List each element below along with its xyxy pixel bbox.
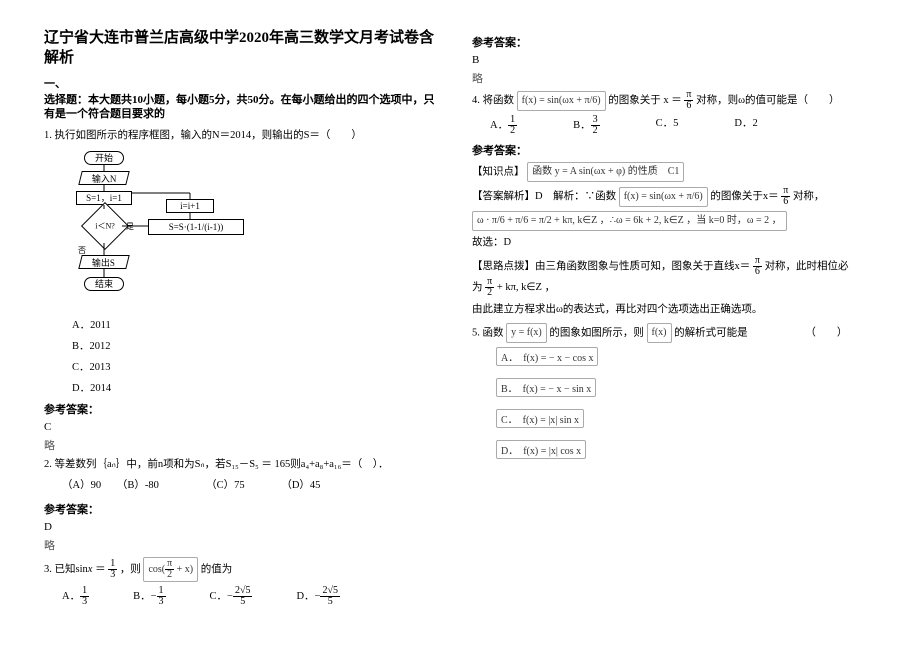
q4-tip-2: 由此建立方程求出ω的表达式，再比对四个选项选出正确选项。 [472, 302, 852, 319]
q4-stem: 4. 将函数 f(x) = sin(ωx + π/6) 的图象关于 x ＝ π6… [472, 90, 852, 111]
flow-output: 输出S [78, 255, 129, 269]
flow-yes: 是 [126, 221, 134, 232]
flow-input: 输入N [78, 171, 129, 185]
q3-answer: B [472, 54, 852, 66]
q4-tip: 【思路点拨】由三角函数图象与性质可知，图象关于直线x＝ π6 对称，此时相位必为… [472, 256, 852, 298]
q4-solution-1: 【答案解析】D 解析：∵函数 f(x) = sin(ωx + π/6) 的图像关… [472, 186, 852, 207]
instructions: 选择题：本大题共10小题，每小题5分，共50分。在每小题给出的四个选项中，只有是… [44, 93, 444, 123]
q3-opt-a: A．13 [62, 586, 89, 607]
q2-options: （A）90 （B）-80 （C）75 （D）45 [44, 478, 444, 495]
q1-note: 略 [44, 437, 444, 453]
q3-opt-d: D．−2√55 [296, 586, 340, 607]
q4-opt-b: B．32 [573, 115, 600, 136]
q5-options: A． f(x) = − x − cos x B． f(x) = − x − si… [472, 347, 852, 459]
q4-fx: f(x) = sin(ωx + π/6) [517, 91, 606, 111]
flowchart: 开始 输入N S=1，i=1 i＜N? 是 否 S=S·(1-1/(i-1)) … [58, 151, 258, 311]
q1-answer-head: 参考答案： [44, 401, 444, 417]
flow-cond: i＜N? [81, 202, 129, 250]
q2-answer: D [44, 521, 444, 533]
q4-answer-head: 参考答案： [472, 142, 852, 158]
q1-opt-d: D．2014 [72, 380, 444, 395]
q4-options: A．12 B．32 C．5 D．2 [472, 115, 852, 136]
q3-stem: 3. 已知sinx ＝ 13 ，则 cos(π2 + x) 的值为 [44, 557, 444, 582]
q5-opt-d: D． f(x) = |x| cos x [496, 440, 852, 459]
q3-note: 略 [472, 70, 852, 86]
q3-answer-head: 参考答案： [472, 34, 852, 50]
doc-title: 辽宁省大连市普兰店高级中学2020年高三数学文月考试卷含解析 [44, 28, 444, 69]
q1-opt-b: B．2012 [72, 338, 444, 353]
q3-opt-b: B．−13 [133, 586, 165, 607]
q5-stem: 5. 函数 y = f(x) 的图象如图所示，则 f(x) 的解析式可能是 （ … [472, 323, 852, 343]
q1-stem: 1. 执行如图所示的程序框图，输入的N＝2014，则输出的S＝（ ） [44, 128, 444, 145]
q1-options: A．2011 B．2012 C．2013 D．2014 [44, 317, 444, 395]
flow-start: 开始 [84, 151, 124, 165]
section-1-label: 一、 [44, 75, 444, 91]
cos-expr: cos(π2 + x) [143, 557, 198, 582]
flow-assign: S=S·(1-1/(i-1)) [148, 219, 244, 235]
q2-stem: 2. 等差数列｛aₙ｝中，前n项和为Sₙ，若S₁₅－S₅ ＝ 165则a₄+a₈… [44, 457, 444, 474]
q1-opt-a: A．2011 [72, 317, 444, 332]
q5-opt-b: B． f(x) = − x − sin x [496, 378, 852, 397]
q3-opt-c: C．−2√55 [210, 586, 253, 607]
q2-note: 略 [44, 537, 444, 553]
right-column: 参考答案： B 略 4. 将函数 f(x) = sin(ωx + π/6) 的图… [472, 28, 852, 613]
q1-answer: C [44, 421, 444, 433]
left-column: 辽宁省大连市普兰店高级中学2020年高三数学文月考试卷含解析 一、 选择题：本大… [44, 28, 444, 613]
q4-solution-2: ω · π/6 + π/6 = π/2 + kπ, k∈Z ，∴ω = 6k +… [472, 211, 852, 231]
q4-opt-a: A．12 [490, 115, 517, 136]
q3-options: A．13 B．−13 C．−2√55 D．−2√55 [44, 586, 444, 607]
q4-solution-3: 故选：D [472, 235, 852, 252]
flow-inc: i=i+1 [166, 199, 214, 213]
q5-opt-a: A． f(x) = − x − cos x [496, 347, 852, 366]
q4-knowledge: 【知识点】 函数 y = A sin(ωx + φ) 的性质 C1 [472, 162, 852, 182]
q1-opt-c: C．2013 [72, 359, 444, 374]
q5-opt-c: C． f(x) = |x| sin x [496, 409, 852, 428]
q2-answer-head: 参考答案： [44, 501, 444, 517]
q4-opt-d: D．2 [734, 115, 757, 136]
q4-opt-c: C．5 [656, 115, 679, 136]
flow-end: 结束 [84, 277, 124, 291]
